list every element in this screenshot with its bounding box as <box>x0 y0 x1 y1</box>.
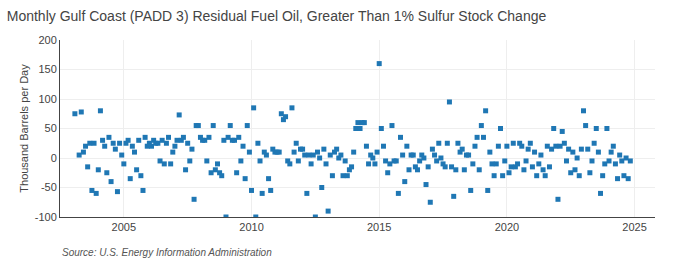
svg-text:2010: 2010 <box>239 221 263 233</box>
svg-text:Source: U.S. Energy Informatio: Source: U.S. Energy Information Administ… <box>62 247 272 258</box>
svg-text:Monthly Gulf Coast (PADD 3) Re: Monthly Gulf Coast (PADD 3) Residual Fue… <box>7 8 547 24</box>
svg-text:Thousand Barrels per Day: Thousand Barrels per Day <box>18 64 30 193</box>
svg-text:-100: -100 <box>35 211 57 223</box>
svg-text:150: 150 <box>38 63 56 75</box>
svg-text:2015: 2015 <box>367 221 391 233</box>
svg-text:200: 200 <box>38 34 56 46</box>
svg-text:-50: -50 <box>41 181 57 193</box>
svg-text:0: 0 <box>51 152 57 164</box>
svg-text:100: 100 <box>38 93 56 105</box>
svg-text:2020: 2020 <box>495 221 519 233</box>
svg-text:2005: 2005 <box>112 221 136 233</box>
svg-text:2025: 2025 <box>622 221 646 233</box>
svg-text:50: 50 <box>45 122 57 134</box>
